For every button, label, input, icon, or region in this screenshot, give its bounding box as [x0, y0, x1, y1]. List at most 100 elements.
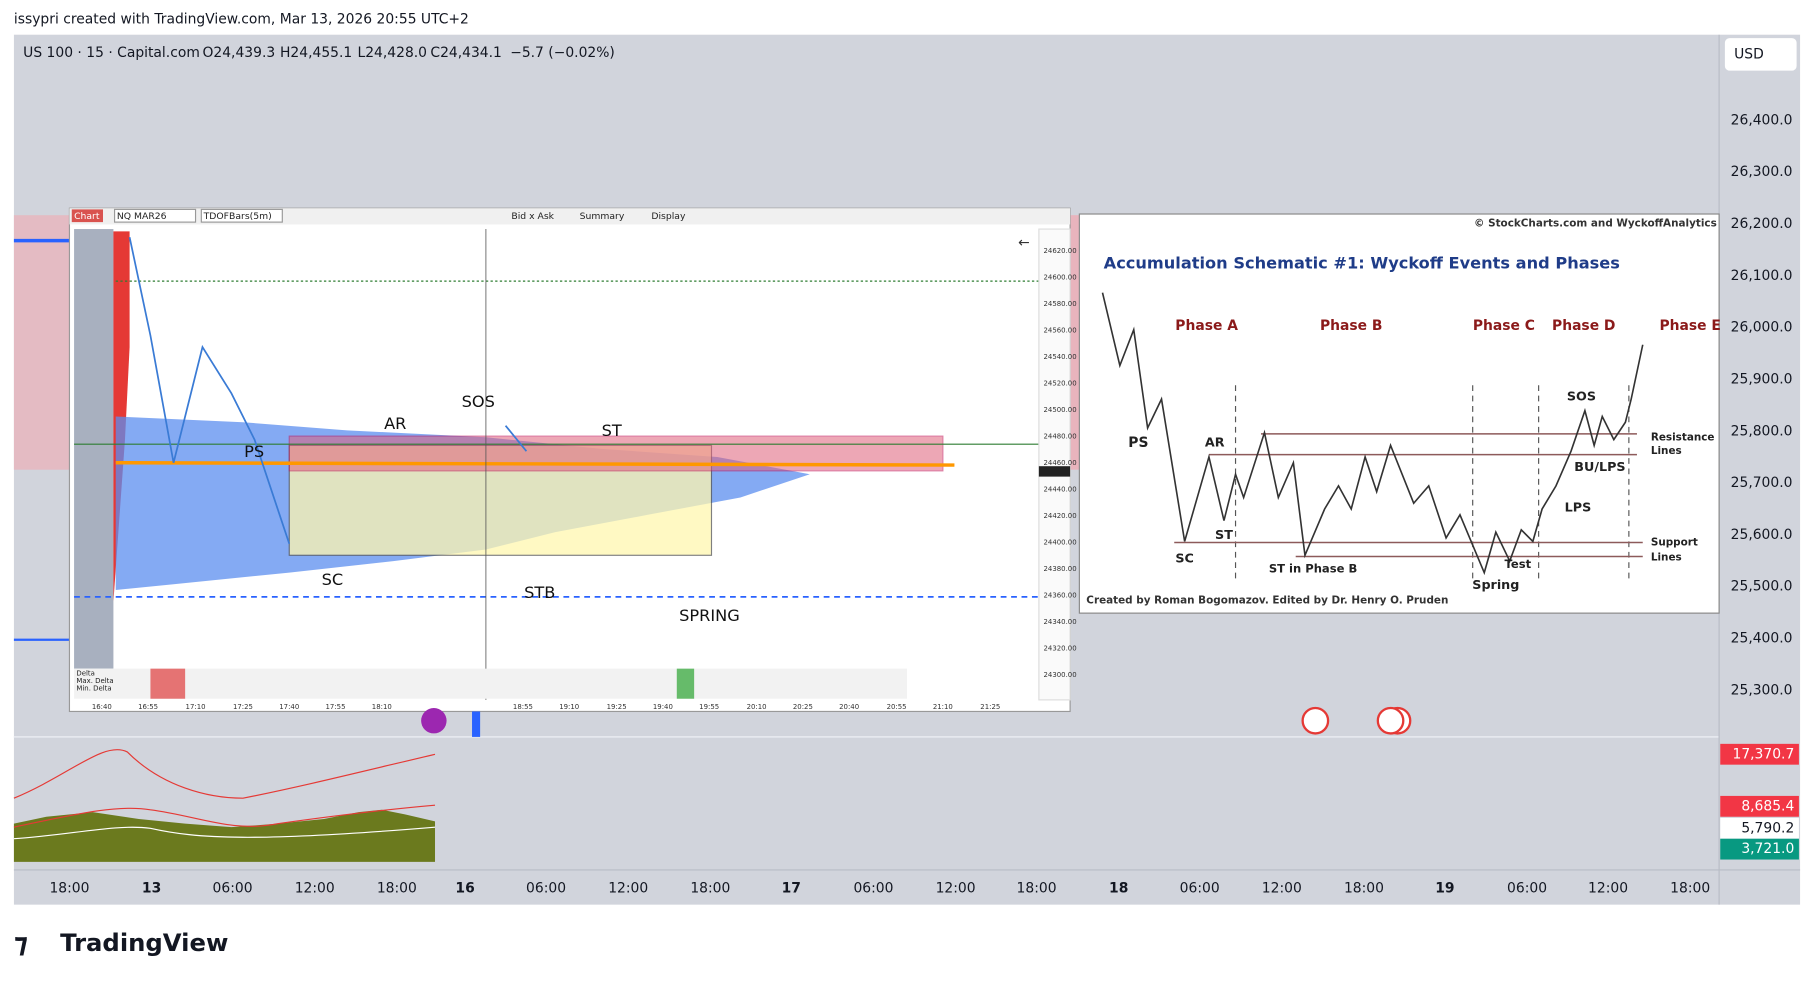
- credit: Created by Roman Bogomazov. Edited by Dr…: [1086, 594, 1448, 606]
- inset-time-label: 19:55: [699, 703, 719, 711]
- inset-time-label: 18:55: [513, 703, 533, 711]
- inset-time-label: 20:10: [747, 703, 767, 711]
- toolbar-item: Chart: [74, 211, 100, 222]
- close: C24,434.1: [430, 45, 501, 61]
- annotation: AR: [384, 414, 406, 433]
- inset-price-label: 24380.00: [1044, 565, 1077, 573]
- toolbar-item: Bid x Ask: [511, 211, 554, 222]
- value-tag: [1720, 795, 1799, 817]
- value-tag: [1720, 838, 1799, 860]
- schematic-title: Accumulation Schematic #1: Wyckoff Event…: [1104, 253, 1620, 272]
- band-line: [13, 749, 436, 799]
- event-icon[interactable]: [421, 707, 447, 734]
- time-label: 06:00: [213, 880, 253, 896]
- phase-label: Phase B: [1320, 318, 1383, 334]
- footprint-inset: ← PS AR SOS ST SC STB SPRING: [68, 207, 1071, 713]
- price-label: 25,900.0: [1731, 371, 1793, 387]
- inset-price-label: 24480.00: [1044, 432, 1077, 440]
- inset-price-label: 24340.00: [1044, 618, 1077, 626]
- phase-label: Phase C: [1473, 318, 1535, 334]
- price-label: 26,200.0: [1731, 216, 1793, 232]
- time-label: 12:00: [936, 880, 976, 896]
- inset-price-label: 24440.00: [1044, 485, 1077, 493]
- schematic-label: Lines: [1651, 552, 1682, 564]
- stats-cell: [676, 668, 695, 699]
- schematic-label: BU/LPS: [1574, 459, 1625, 474]
- schematic-label: AR: [1205, 435, 1225, 450]
- band-line: [13, 804, 436, 828]
- tab: [71, 209, 103, 223]
- inset-price-label: 24500.00: [1044, 406, 1077, 414]
- price-tag: [1038, 466, 1071, 477]
- time-label: 06:00: [1507, 880, 1547, 896]
- marker: [472, 711, 481, 737]
- inset-price-label: 24600.00: [1044, 274, 1077, 282]
- inset-time-label: 16:55: [138, 703, 158, 711]
- dropdown[interactable]: [113, 208, 197, 223]
- time-label: 06:00: [853, 880, 893, 896]
- toolbar-item: NQ MAR26: [117, 211, 167, 222]
- price-label: 25,500.0: [1731, 579, 1793, 595]
- inset-time-label: 20:40: [839, 703, 859, 711]
- poc-line: [115, 461, 955, 467]
- back-arrow[interactable]: ←: [1018, 235, 1030, 251]
- time-label: 17: [782, 880, 801, 896]
- annotation: SOS: [462, 392, 495, 411]
- price-label: 26,300.0: [1731, 164, 1793, 180]
- inset-time-label: 20:25: [793, 703, 813, 711]
- levels: [1174, 433, 1643, 558]
- inset-price-label: 24580.00: [1044, 300, 1077, 308]
- inset-time-label: 18:10: [372, 703, 392, 711]
- time-label: 18:00: [1017, 880, 1057, 896]
- schematic-label: Support: [1651, 537, 1698, 549]
- schematic-label: ST in Phase B: [1269, 562, 1357, 576]
- currency-button[interactable]: [1724, 38, 1797, 71]
- time-label: 06:00: [526, 880, 566, 896]
- event-icon[interactable]: [1376, 706, 1405, 735]
- inset-price-label: 24540.00: [1044, 353, 1077, 361]
- schematic-label: Spring: [1472, 577, 1519, 592]
- annotation: SC: [322, 570, 344, 589]
- value-tag-label: 17,370.7: [1732, 746, 1794, 762]
- phase-label: Phase A: [1175, 318, 1238, 334]
- inset-price-label: 24360.00: [1044, 591, 1077, 599]
- inset-frame: [1078, 213, 1720, 614]
- annotation: ST: [602, 421, 622, 440]
- phase-label: Phase E: [1659, 318, 1720, 334]
- time-label: 12:00: [608, 880, 648, 896]
- row-label: Delta: [76, 669, 95, 677]
- time-label: 18:00: [1670, 880, 1710, 896]
- event-icon[interactable]: [1301, 706, 1330, 735]
- inset-time-label: 19:10: [559, 703, 579, 711]
- time-label: 12:00: [1588, 880, 1628, 896]
- schematic-label: PS: [1128, 435, 1148, 451]
- volume-bars: [13, 809, 436, 862]
- low: L24,428.0: [358, 45, 428, 61]
- time-label: 12:00: [295, 880, 335, 896]
- inset-price-axis: [1038, 228, 1071, 701]
- dropdown[interactable]: [200, 208, 283, 223]
- schematic-label: SOS: [1567, 388, 1596, 403]
- price-label: 25,300.0: [1731, 682, 1793, 698]
- price-label: 26,000.0: [1731, 320, 1793, 336]
- schematic-label: Resistance: [1651, 431, 1715, 443]
- price-label: 25,800.0: [1731, 423, 1793, 439]
- time-label: 18: [1109, 880, 1128, 896]
- price-label: 25,700.0: [1731, 475, 1793, 491]
- footer-logo: TradingView: [60, 928, 228, 957]
- credit: © StockCharts.com and WyckoffAnalytics: [1474, 217, 1717, 229]
- row-label: Min. Delta: [76, 684, 111, 692]
- annotation: SPRING: [679, 606, 740, 625]
- inset-time-label: 19:25: [607, 703, 627, 711]
- schematic-label: Lines: [1651, 445, 1682, 457]
- time-label: 18:00: [377, 880, 417, 896]
- annotation: STB: [524, 583, 555, 602]
- inset-time-label: 17:40: [279, 703, 299, 711]
- inset-time-label: 17:55: [326, 703, 346, 711]
- toolbar-item: Summary: [580, 211, 625, 222]
- inset-time-label: 16:40: [92, 703, 112, 711]
- time-label: 18:00: [1344, 880, 1384, 896]
- price-label: 26,400.0: [1731, 112, 1793, 128]
- zone: [1070, 215, 1080, 470]
- time-label: 12:00: [1262, 880, 1302, 896]
